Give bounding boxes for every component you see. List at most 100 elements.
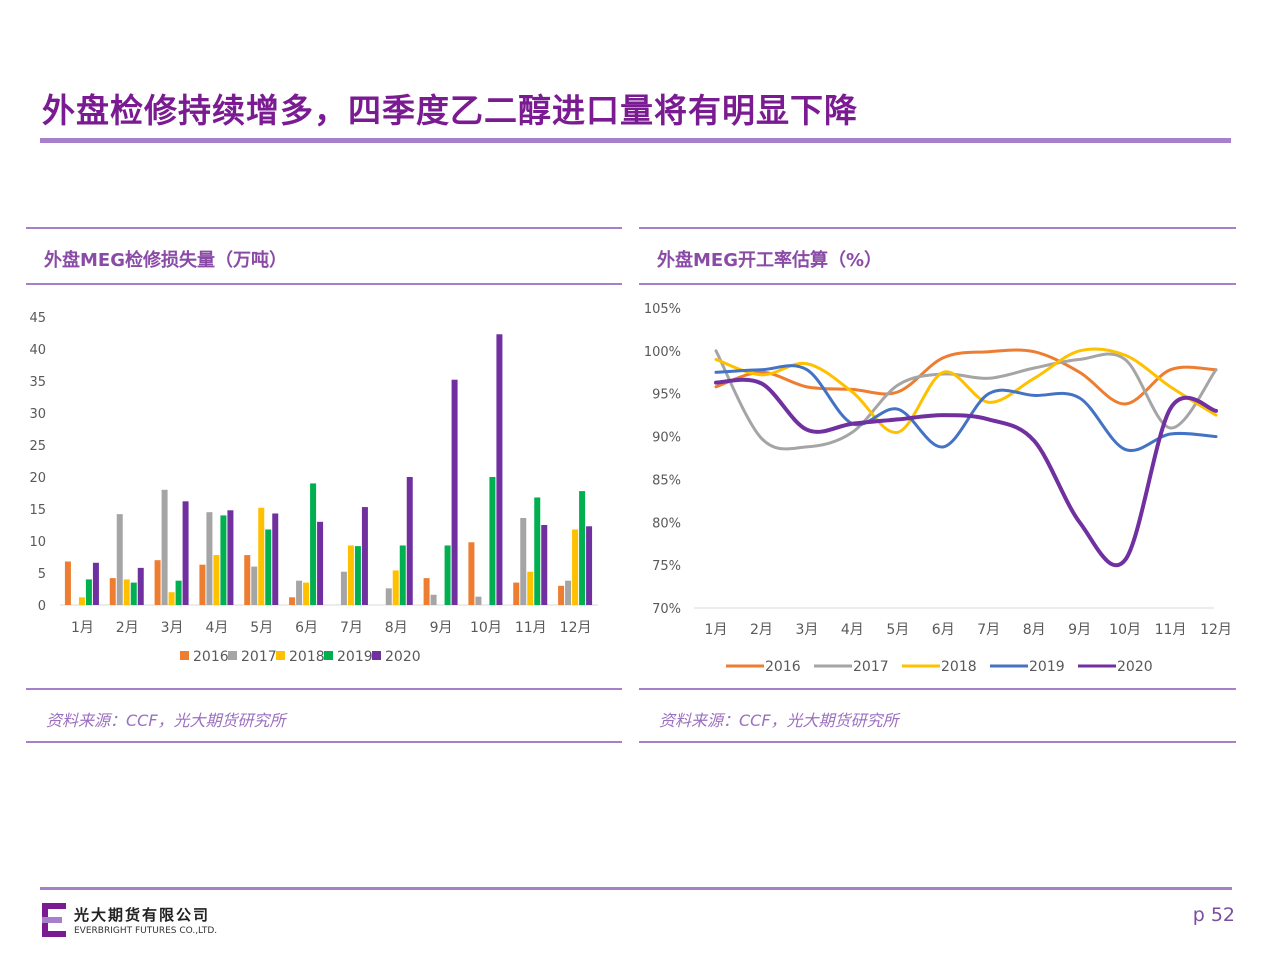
- y-tick-label: 30: [29, 407, 46, 422]
- x-tick-label: 9月: [430, 620, 453, 636]
- x-tick-label: 5月: [886, 622, 909, 638]
- bar-2018: [258, 507, 265, 605]
- footer-rule: [40, 887, 1232, 890]
- bar-2018: [303, 582, 310, 605]
- bar-2016: [244, 555, 251, 605]
- y-tick-label: 85%: [652, 473, 681, 488]
- left-source-note: 资料来源：CCF，光大期货研究所: [46, 711, 286, 730]
- y-tick-label: 90%: [652, 431, 681, 446]
- legend-swatch-2019: [324, 651, 333, 660]
- legend-label: 2016: [765, 659, 801, 675]
- y-tick-label: 80%: [652, 516, 681, 531]
- left-panel-header-rule: [26, 283, 622, 285]
- bar-2017: [520, 517, 527, 605]
- bar-2016: [468, 542, 475, 605]
- x-tick-label: 4月: [205, 620, 228, 636]
- left-panel-bottom-rule: [26, 741, 622, 743]
- legend-label: 2020: [385, 649, 421, 665]
- title-rule: [40, 138, 1231, 143]
- left-panel-title: 外盘MEG检修损失量（万吨）: [44, 250, 287, 271]
- x-tick-label: 7月: [977, 622, 1000, 638]
- bar-2018: [213, 555, 220, 605]
- y-tick-label: 40: [29, 343, 46, 358]
- x-tick-label: 6月: [932, 622, 955, 638]
- x-tick-label: 10月: [1109, 622, 1141, 638]
- bar-2020: [272, 513, 279, 605]
- left-panel-top-rule: [26, 227, 622, 229]
- y-tick-label: 70%: [652, 602, 681, 617]
- bar-2017: [430, 594, 437, 605]
- legend-label: 2016: [193, 649, 229, 665]
- x-tick-label: 7月: [340, 620, 363, 636]
- legend-label: 2018: [941, 659, 977, 675]
- left-panel-chart-rule: [26, 688, 622, 690]
- bar-2020: [182, 501, 189, 605]
- bar-2016: [64, 561, 71, 605]
- bar-2020: [406, 477, 413, 605]
- x-tick-label: 2月: [116, 620, 139, 636]
- company-name-cn: 光大期货有限公司: [74, 906, 211, 924]
- y-tick-label: 105%: [644, 302, 681, 317]
- line-series-2020: [714, 377, 1218, 568]
- bar-2019: [85, 579, 92, 605]
- y-tick-label: 75%: [652, 559, 681, 574]
- bar-2020: [541, 525, 548, 605]
- right-panel-top-rule: [639, 227, 1236, 229]
- bar-2017: [475, 596, 482, 605]
- line-series-2017: [714, 349, 1218, 451]
- page-number: p 52: [1192, 904, 1235, 926]
- x-tick-label: 3月: [161, 620, 184, 636]
- legend-label: 2019: [337, 649, 373, 665]
- bar-2017: [340, 571, 347, 605]
- bar-2017: [385, 588, 392, 605]
- bar-2020: [361, 507, 368, 605]
- legend-swatch-2020: [372, 651, 381, 660]
- y-tick-label: 25: [29, 439, 46, 454]
- x-tick-label: 6月: [295, 620, 318, 636]
- x-tick-label: 3月: [795, 622, 818, 638]
- bar-2020: [496, 334, 503, 605]
- x-tick-label: 8月: [385, 620, 408, 636]
- bar-2016: [154, 560, 161, 605]
- bar-2016: [513, 582, 520, 605]
- y-tick-label: 15: [29, 503, 46, 518]
- x-tick-label: 5月: [250, 620, 273, 636]
- bar-2019: [220, 515, 227, 605]
- bar-2016: [109, 578, 116, 605]
- bar-2019: [444, 545, 451, 605]
- bar-2019: [265, 529, 272, 605]
- legend-label: 2017: [853, 659, 889, 675]
- meg-operating-rate-line-chart: 70% 75% 80% 85% 90% 95% 100% 105% 1月 2月 3月 4月 5月 6月 7月…: [644, 302, 1232, 675]
- bar-2019: [534, 497, 541, 605]
- bar-2017: [296, 580, 303, 605]
- bar-2016: [423, 578, 430, 605]
- y-tick-label: 0: [38, 599, 46, 614]
- x-tick-label: 1月: [71, 620, 94, 636]
- right-panel-chart-rule: [639, 688, 1236, 690]
- bar-2016: [289, 597, 296, 605]
- y-tick-label: 5: [38, 567, 46, 582]
- bar-2017: [251, 566, 258, 605]
- bar-2018: [78, 597, 85, 605]
- company-name-en: EVERBRIGHT FUTURES CO.,LTD.: [74, 926, 218, 936]
- x-tick-label: 4月: [841, 622, 864, 638]
- legend-label: 2017: [241, 649, 277, 665]
- legend-label: 2019: [1029, 659, 1065, 675]
- legend-swatch-2016: [180, 651, 189, 660]
- bar-2019: [310, 483, 317, 605]
- bar-2017: [116, 514, 123, 605]
- page-title: 外盘检修持续增多，四季度乙二醇进口量将有明显下降: [42, 91, 858, 130]
- everbright-logo-icon: [42, 903, 66, 937]
- y-tick-label: 10: [29, 535, 46, 550]
- bar-2016: [558, 585, 565, 605]
- bar-2018: [527, 571, 534, 605]
- bar-2017: [161, 489, 168, 605]
- line-series-2018: [714, 347, 1218, 434]
- meg-outage-bar-chart: 0 5 10 15 20 25 30 35 40 45 1月 2月 3月 4月 5月 6月 7月 8月 9月 10月 1…: [29, 311, 598, 665]
- x-tick-label: 2月: [750, 622, 773, 638]
- x-tick-label: 11月: [1155, 622, 1187, 638]
- legend-label: 2018: [289, 649, 325, 665]
- bar-2019: [354, 546, 361, 605]
- y-tick-label: 45: [29, 311, 46, 326]
- bar-2018: [347, 545, 354, 605]
